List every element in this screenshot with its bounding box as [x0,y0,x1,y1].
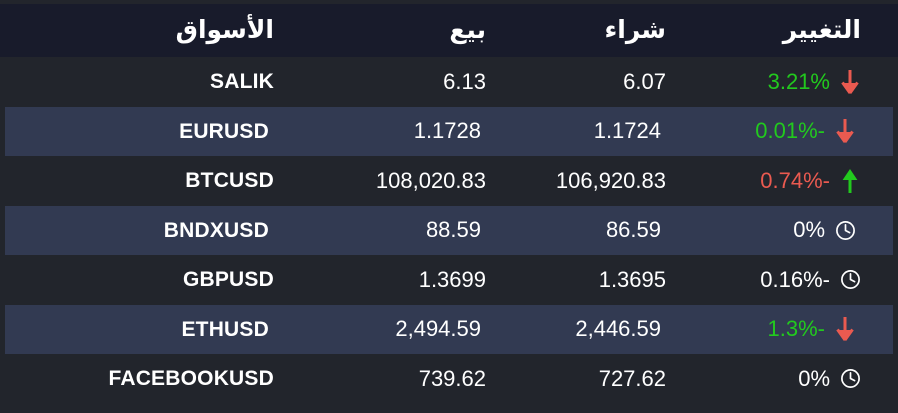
table-row[interactable]: 0.74%- 106,920.83 108,020.83 BTCUSD [0,156,898,206]
buy-value: 1.1724 [593,118,661,144]
table-row[interactable]: 1.3%- 2,446.59 2,494.59 ETHUSD [5,304,893,355]
cell-market: GBPUSD [0,255,274,305]
buy-value: 1.3695 [598,266,666,292]
buy-value: 106,920.83 [555,167,666,193]
market-symbol: BNDXUSD [163,218,269,242]
table-row[interactable]: 0% 86.59 88.59 BNDXUSD [5,205,893,256]
clock-icon [839,268,861,292]
header-label-change: التغيير [782,16,861,44]
cell-sell: 88.59 [269,206,481,256]
cell-change: 0.16%- [666,255,898,305]
cell-buy: 727.62 [486,354,666,404]
cell-buy: 1.3695 [486,255,666,305]
header-label-market: الأسواق [175,16,274,44]
change-value: 0% [793,217,825,243]
cell-change: 0.01%- [661,107,893,157]
market-symbol: BTCUSD [185,169,274,193]
change-value: 0.16%- [760,266,830,292]
arrow-down-icon [834,119,856,144]
cell-market: FACEBOOKUSD [0,354,274,404]
header-label-sell: بيع [449,16,486,44]
change-value: 3.21% [767,68,830,94]
sell-value: 1.3699 [418,266,486,292]
cell-market: BNDXUSD [5,206,269,256]
cell-market: ETHUSD [5,305,269,355]
market-symbol: FACEBOOKUSD [108,367,274,391]
table-body: 3.21% 6.07 6.13 SALIK 0.01%- 1.1724 1.1728 EURU… [0,57,898,404]
cell-sell: 108,020.83 [274,156,486,206]
sell-value: 88.59 [425,217,481,243]
header-cell-sell: بيع [274,4,486,57]
cell-sell: 2,494.59 [269,305,481,355]
arrow-up-icon [839,168,861,193]
buy-value: 86.59 [605,217,661,243]
cell-market: SALIK [0,57,274,107]
cell-buy: 6.07 [486,57,666,107]
market-symbol: EURUSD [179,119,269,143]
market-symbol: ETHUSD [181,317,269,341]
table-row[interactable]: 3.21% 6.07 6.13 SALIK [0,57,898,107]
cell-sell: 1.3699 [274,255,486,305]
table-row[interactable]: 0% 727.62 739.62 FACEBOOKUSD [0,354,898,404]
sell-value: 6.13 [443,68,486,94]
cell-market: BTCUSD [0,156,274,206]
sell-value: 108,020.83 [375,167,486,193]
change-value: 1.3%- [767,316,825,342]
cell-change: 0.74%- [666,156,898,206]
cell-buy: 2,446.59 [481,305,661,355]
sell-value: 1.1728 [413,118,481,144]
cell-sell: 6.13 [274,57,486,107]
buy-value: 6.07 [623,68,666,94]
buy-value: 2,446.59 [575,316,661,342]
change-value: 0.74%- [760,167,830,193]
buy-value: 727.62 [598,365,666,391]
cell-change: 0% [666,354,898,404]
cell-sell: 739.62 [274,354,486,404]
clock-icon [839,367,861,391]
sell-value: 739.62 [418,365,486,391]
header-cell-buy: شراء [486,4,667,57]
table-row[interactable]: 0.16%- 1.3695 1.3699 GBPUSD [0,255,898,305]
table-row[interactable]: 0.01%- 1.1724 1.1728 EURUSD [5,106,893,157]
clock-icon [834,218,856,242]
market-symbol: SALIK [210,70,274,94]
cell-market: EURUSD [5,107,269,157]
market-symbol: GBPUSD [182,268,274,292]
arrow-down-icon [834,317,856,342]
cell-buy: 106,920.83 [486,156,666,206]
header-cell-change: التغيير [666,4,898,57]
table-header-row: التغيير شراء بيع الأسواق [0,4,898,57]
cell-change: 0% [661,206,893,256]
cell-sell: 1.1728 [269,107,481,157]
cell-buy: 86.59 [481,206,661,256]
cell-change: 1.3%- [661,305,893,355]
header-cell-market: الأسواق [0,4,274,57]
change-value: 0.01%- [755,118,825,144]
sell-value: 2,494.59 [395,316,481,342]
cell-change: 3.21% [666,57,898,107]
cell-buy: 1.1724 [481,107,661,157]
header-label-buy: شراء [604,16,667,44]
change-value: 0% [798,365,830,391]
arrow-down-icon [839,69,861,94]
